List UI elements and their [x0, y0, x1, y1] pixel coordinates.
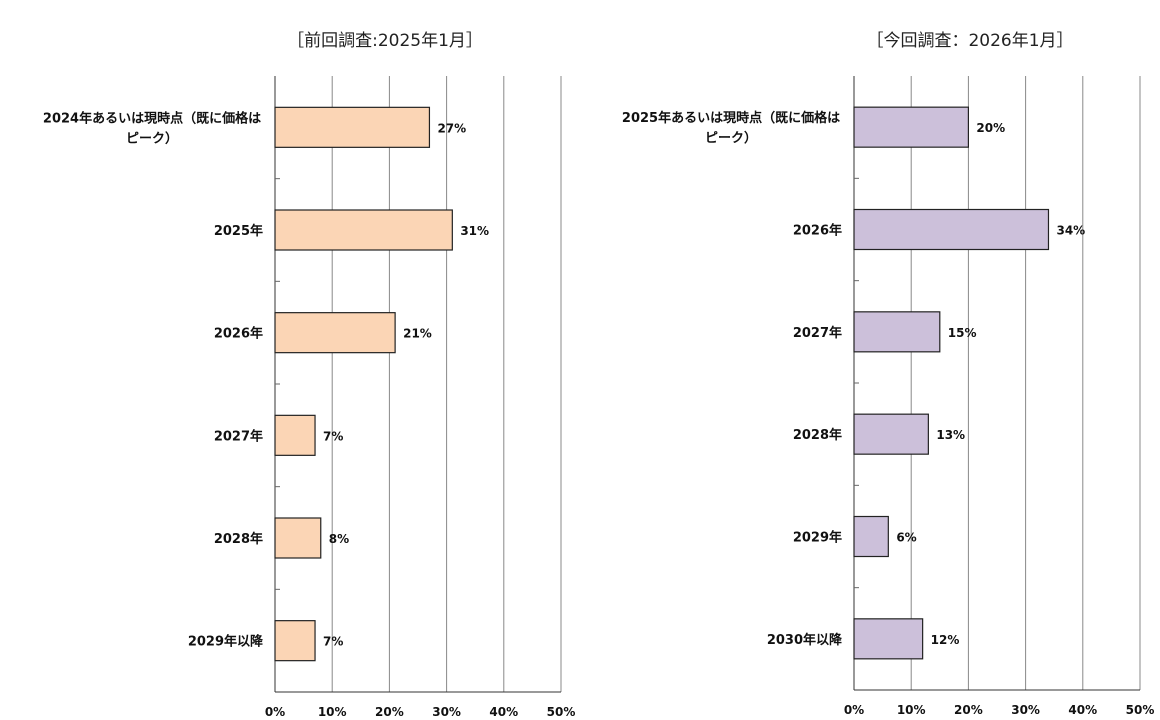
bar: [853, 106, 970, 148]
data-label: 31%: [460, 224, 489, 238]
chart-1: ［前回調査:2025年1月］ 0% 10% 20% 30% 40% 50% 27% 2024年あ…: [43, 31, 575, 719]
x-tick-label: 50%: [547, 705, 576, 719]
category-label: 2026年: [793, 223, 842, 239]
chart-2: ［今回調査：2026年1月］ 0% 10% 20% 30% 40% 50% 20% 2025年あ…: [622, 31, 1154, 717]
x-tick-label: 30%: [1011, 703, 1040, 717]
data-label: 7%: [323, 635, 343, 649]
bar: [274, 312, 396, 354]
category-label: 2026年: [214, 326, 263, 342]
x-tick-label: 40%: [1068, 703, 1097, 717]
bar: [853, 413, 929, 455]
category-label: ピーク）: [705, 130, 757, 146]
category-label: 2027年: [214, 428, 263, 444]
bar: [853, 311, 941, 353]
x-tick-label: 30%: [432, 705, 461, 719]
bar: [853, 515, 889, 558]
bar: [274, 517, 322, 559]
x-tick-label: 0%: [265, 705, 285, 719]
category-label: ピーク）: [126, 130, 178, 146]
category-label: 2027年: [793, 325, 842, 341]
x-tick-label: 10%: [318, 705, 347, 719]
category-label: 2028年: [214, 531, 263, 547]
data-label: 15%: [948, 326, 977, 340]
data-label: 34%: [1056, 224, 1085, 238]
data-label: 13%: [936, 428, 965, 442]
bar: [274, 209, 453, 251]
x-tick-label: 10%: [897, 703, 926, 717]
category-label: 2029年: [793, 530, 842, 546]
chart-title: ［前回調査:2025年1月］: [287, 31, 483, 51]
data-label: 8%: [329, 532, 349, 546]
data-label: 6%: [896, 531, 916, 545]
bar: [274, 414, 316, 456]
bar: [853, 208, 1050, 251]
category-label: 2025年あるいは現時点（既に価格は: [622, 110, 840, 126]
category-label: 2029年以降: [188, 634, 264, 650]
category-label: 2030年以降: [767, 632, 843, 648]
x-tick-label: 40%: [489, 705, 518, 719]
chart-title: ［今回調査：2026年1月］: [866, 31, 1073, 51]
category-label: 2025年: [214, 223, 263, 239]
category-label: 2024年あるいは現時点（既に価格は: [43, 110, 261, 126]
data-label: 27%: [437, 121, 466, 135]
x-tick-label: 0%: [844, 703, 864, 717]
x-tick-label: 20%: [954, 703, 983, 717]
category-label: 2028年: [793, 427, 842, 443]
bar: [274, 620, 316, 662]
data-label: 20%: [976, 121, 1005, 135]
bar: [853, 618, 924, 660]
x-tick-label: 50%: [1126, 703, 1155, 717]
data-label: 21%: [403, 327, 432, 341]
x-tick-label: 20%: [375, 705, 404, 719]
data-label: 7%: [323, 429, 343, 443]
bar: [274, 106, 431, 148]
data-label: 12%: [931, 633, 960, 647]
